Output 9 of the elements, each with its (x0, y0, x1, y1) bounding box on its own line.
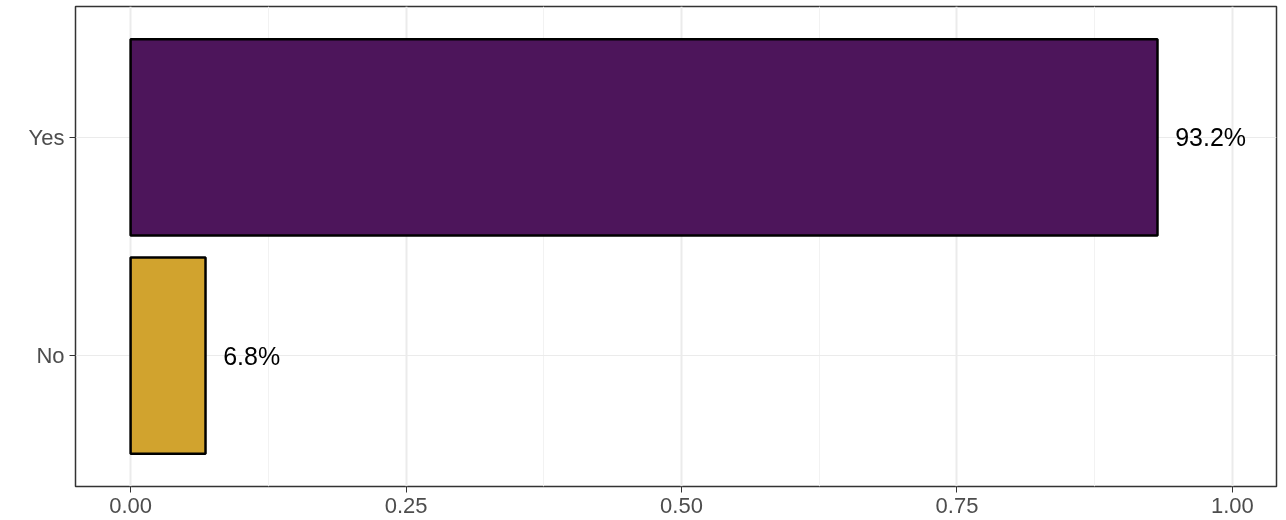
y-tick-label: Yes (28, 124, 65, 150)
y-tick-label: No (36, 343, 65, 369)
text: 0.50 (660, 492, 703, 518)
text: 0.75 (935, 492, 979, 518)
data-label: 93.2% (1175, 123, 1247, 152)
text: 0.25 (384, 492, 428, 518)
text: 1.00 (1211, 492, 1254, 518)
data-label: 6.8% (223, 341, 281, 370)
text: 0.00 (109, 492, 153, 518)
